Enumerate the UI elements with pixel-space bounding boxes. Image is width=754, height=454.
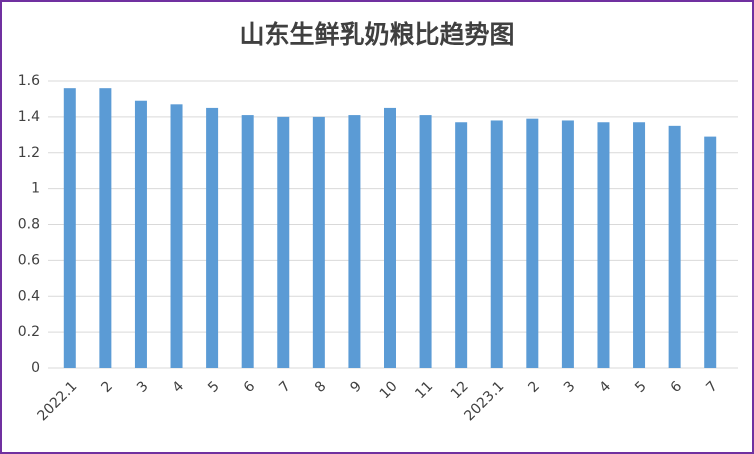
y-tick-label: 1.4 [18,109,40,125]
bar [526,118,539,368]
y-tick-label: 0.6 [18,252,40,268]
bar [63,88,76,369]
y-tick-label: 0.8 [18,217,40,233]
y-tick-label: 0.2 [18,324,40,340]
y-tick-label: 1.2 [18,145,40,161]
chart-title: 山东生鲜乳奶粮比趋势图 [239,20,514,49]
bar [490,120,503,369]
y-tick-label: 0.4 [18,288,40,304]
bar [384,107,396,368]
bar [99,88,112,369]
bar [561,120,574,369]
bar [277,116,290,368]
bar [419,115,432,368]
bar [704,136,717,368]
bar [597,122,610,368]
y-tick-label: 1.6 [18,73,40,89]
y-tick-label: 1 [31,181,40,197]
bar [134,100,147,368]
bar [241,115,254,368]
bar [455,122,468,368]
bar [206,107,219,368]
bar [170,104,183,368]
bar [312,116,325,368]
bar [633,122,646,368]
y-tick-label: 0 [31,360,40,376]
bar [348,115,361,368]
bar [668,125,681,368]
